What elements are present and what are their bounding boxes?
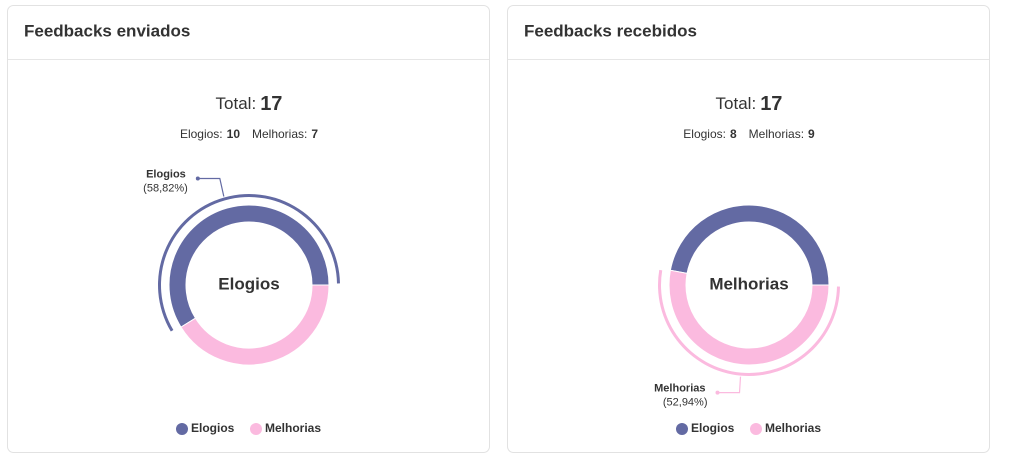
legend-label: Elogios (691, 421, 735, 435)
callout-value: (58,82%) (143, 182, 188, 194)
total: Total: 17 (216, 93, 283, 115)
callout-dot (195, 176, 200, 181)
card-title: Feedbacks recebidos (524, 21, 697, 40)
callout-line (197, 177, 225, 197)
card-frame (507, 5, 990, 453)
card: Feedbacks recebidos Total: 17 Elogios: 8 Melh… (507, 5, 990, 453)
summary-value: 10 (227, 127, 241, 141)
legend-label: Melhorias (765, 421, 821, 435)
center-label: Melhorias (709, 274, 788, 293)
card-frame (7, 5, 490, 453)
donut-slice (180, 284, 330, 366)
summary-label: Melhorias: (749, 127, 804, 141)
summary-label: Elogios: (683, 127, 726, 141)
card: Feedbacks enviados Total: 17 Elogios: 10 Melh… (7, 5, 490, 453)
summary-value: 9 (808, 127, 815, 141)
callout-label: Elogios (146, 168, 186, 180)
legend-swatch (250, 423, 262, 435)
card-title: Feedbacks enviados (24, 21, 190, 40)
total-label: Total: (216, 94, 257, 113)
summary: Elogios: 10 Melhorias: 7 (180, 127, 318, 141)
legend-label: Elogios (191, 421, 235, 435)
summary: Elogios: 8 Melhorias: 9 (683, 127, 815, 141)
callout-line (717, 376, 742, 394)
summary-label: Melhorias: (252, 127, 307, 141)
legend-swatch (176, 423, 188, 435)
summary-value: 7 (311, 127, 318, 141)
total-value: 17 (760, 93, 782, 115)
callout-label: Melhorias (654, 383, 705, 395)
callout-value: (52,94%) (663, 397, 708, 409)
legend-label: Melhorias (265, 421, 321, 435)
total: Total: 17 (716, 93, 783, 115)
donut-slice (668, 269, 830, 366)
total-label: Total: (716, 94, 757, 113)
center-label: Elogios (218, 274, 279, 293)
summary-value: 8 (730, 127, 737, 141)
summary-label: Elogios: (180, 127, 223, 141)
legend-swatch (750, 423, 762, 435)
total-value: 17 (260, 93, 282, 115)
legend-swatch (676, 423, 688, 435)
callout-dot (715, 390, 720, 395)
